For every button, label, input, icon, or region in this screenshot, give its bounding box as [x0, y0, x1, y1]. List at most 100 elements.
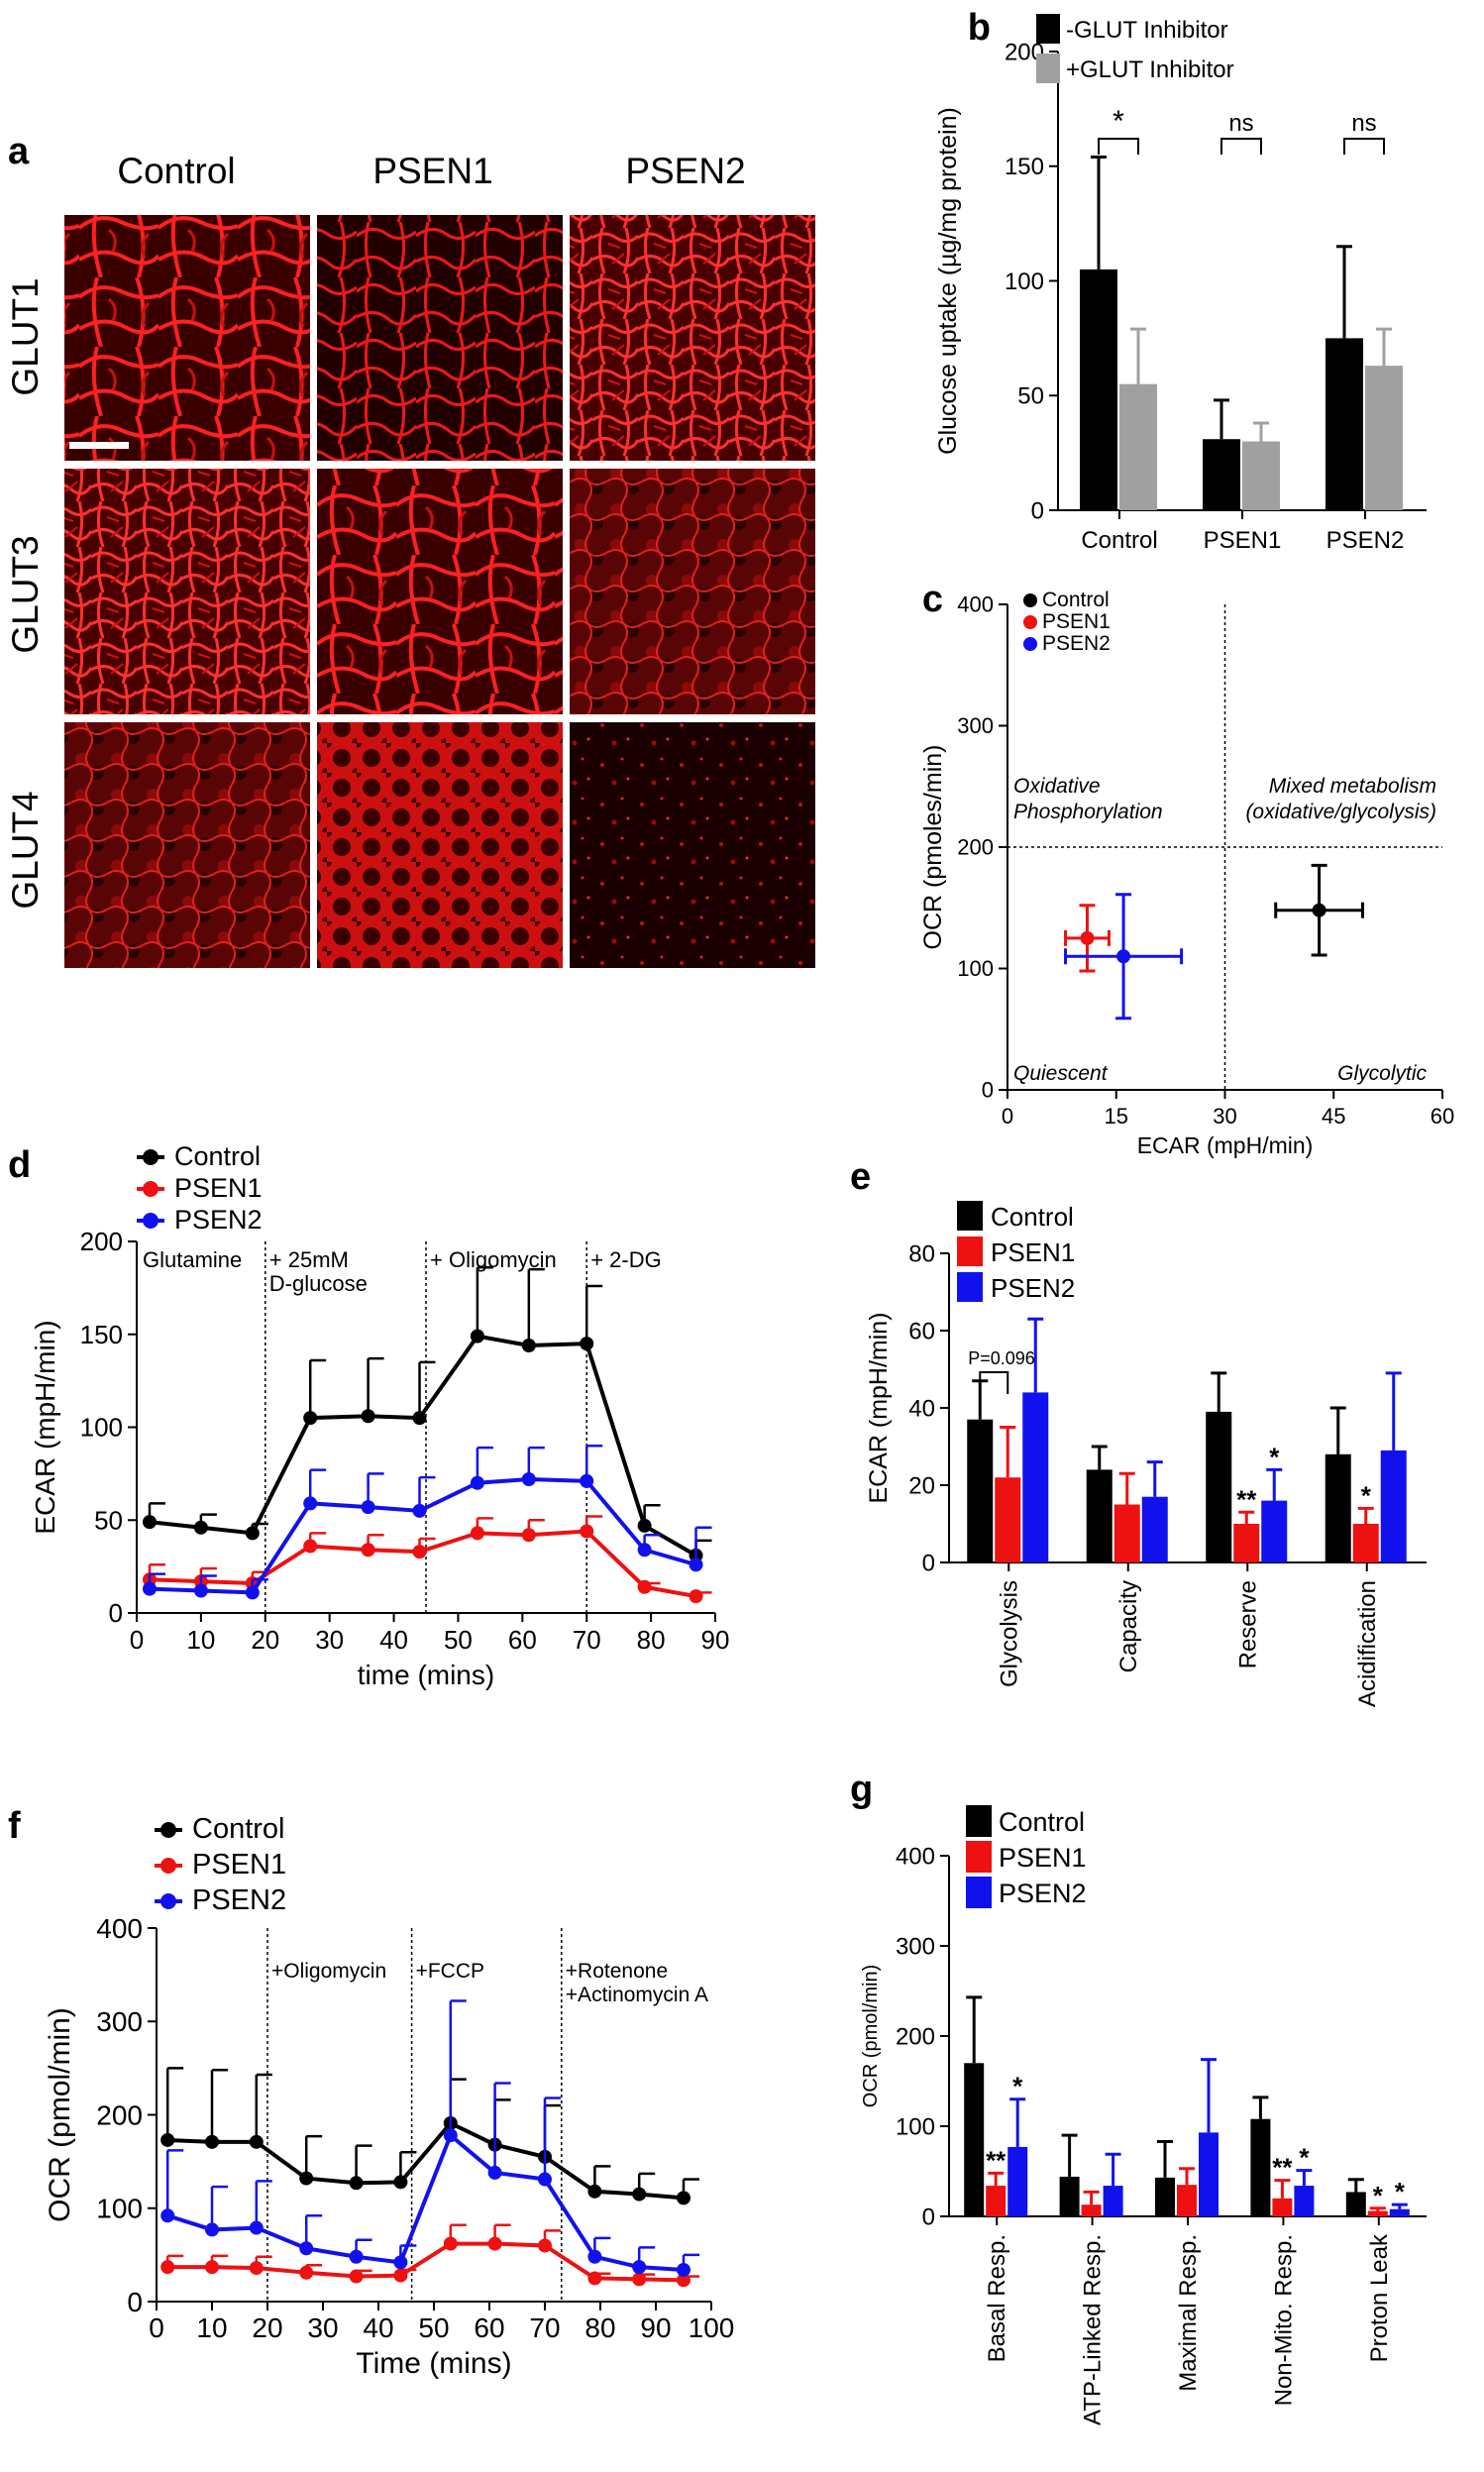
- data-point: [487, 2165, 502, 2180]
- bar: [1059, 2176, 1080, 2216]
- significance-star: *: [1361, 1480, 1372, 1510]
- col-header-control: Control: [117, 151, 235, 191]
- micrograph-glut1-psen2: [570, 215, 815, 461]
- row-header-glut1: GLUT1: [5, 277, 46, 395]
- event-label: +Oligomycin: [271, 1960, 386, 1983]
- bar: [1250, 2118, 1271, 2216]
- data-point: [205, 2260, 219, 2275]
- micrograph-glut1-control: [64, 215, 310, 461]
- bar: [1113, 1504, 1140, 1562]
- quadrant-label: Glycolytic: [1337, 1062, 1427, 1085]
- y-tick-label: 20: [908, 1472, 935, 1499]
- data-point: [361, 1543, 375, 1558]
- x-tick-label: 20: [252, 2312, 282, 2343]
- legend-swatch: [957, 1201, 983, 1231]
- bar: [1233, 1524, 1260, 1562]
- y-tick-label: 0: [922, 2203, 935, 2230]
- x-tick-label: 70: [573, 1625, 601, 1655]
- data-point: [538, 2172, 552, 2187]
- data-point: [580, 1337, 594, 1351]
- y-tick-label: 200: [80, 1227, 123, 1256]
- row-header-glut4: GLUT4: [5, 791, 46, 909]
- bar: [1389, 2208, 1410, 2216]
- data-point: [632, 2187, 647, 2202]
- bar: [1199, 2132, 1219, 2216]
- bar: [1367, 2210, 1388, 2216]
- legend-label: Control: [1042, 589, 1110, 611]
- panel-a: a Control PSEN1 PSEN2 GLUT1 GLUT3 GLUT4: [5, 131, 815, 968]
- data-point: [587, 2184, 602, 2199]
- y-tick-label: 400: [957, 592, 994, 617]
- data-point: [470, 1329, 484, 1343]
- legend-label: -GLUT Inhibitor: [1066, 17, 1228, 44]
- y-axis-title: ECAR (mpH/min): [865, 1312, 893, 1503]
- data-point: [193, 1520, 208, 1535]
- bar: [1086, 1469, 1113, 1562]
- y-tick-label: 100: [80, 1413, 123, 1443]
- event-label: Glutamine: [143, 1247, 242, 1272]
- significance-bracket: [1343, 138, 1385, 155]
- data-point: [1080, 930, 1095, 945]
- legend-swatch: [966, 1805, 992, 1837]
- legend-label: PSEN1: [192, 1849, 286, 1881]
- scale-bar: [69, 442, 129, 449]
- x-tick-label: 30: [307, 2312, 338, 2343]
- data-point: [412, 1545, 427, 1559]
- bar: [1325, 1453, 1351, 1562]
- x-tick-label: 20: [251, 1625, 279, 1655]
- significance-star: *: [1395, 2177, 1406, 2206]
- data-point: [349, 2249, 364, 2264]
- legend-marker: [1023, 615, 1037, 629]
- legend-swatch: [966, 1877, 992, 1908]
- data-point: [487, 2236, 502, 2251]
- event-label: + 25mM: [269, 1247, 349, 1272]
- col-header-psen2: PSEN2: [625, 151, 745, 191]
- legend-marker: [160, 1858, 176, 1874]
- bar: [986, 2186, 1007, 2216]
- bar: [1155, 2177, 1175, 2216]
- data-point: [632, 2272, 647, 2287]
- x-axis-title: Time (mins): [356, 2347, 511, 2380]
- data-point: [160, 2132, 175, 2147]
- significance-star: *: [1373, 2181, 1384, 2210]
- event-label: D-glucose: [269, 1271, 368, 1296]
- series-line: [149, 1334, 697, 1558]
- data-point: [580, 1473, 594, 1488]
- legend-marker: [160, 1822, 176, 1838]
- micrograph-glut3-psen1: [317, 469, 563, 714]
- x-tick-label: Glycolysis: [996, 1580, 1022, 1687]
- panel-label-c: c: [922, 579, 943, 620]
- y-axis-title: OCR (pmol/min): [860, 1965, 882, 2107]
- panel-label-d: d: [8, 1144, 31, 1186]
- x-tick-label: Control: [1081, 527, 1157, 554]
- col-header-psen1: PSEN1: [372, 151, 492, 191]
- x-tick-label: 10: [196, 2312, 227, 2343]
- legend-label: PSEN2: [999, 1879, 1087, 1908]
- significance-bracket: [1220, 138, 1262, 155]
- legend-label: Control: [192, 1813, 285, 1845]
- data-point: [587, 2271, 602, 2286]
- data-point: [632, 2260, 647, 2275]
- x-tick-label: Non-Mito. Resp.: [1270, 2234, 1297, 2406]
- data-point: [1116, 949, 1131, 964]
- quadrant-label: Oxidative: [1013, 775, 1101, 798]
- significance-label: ns: [1351, 110, 1376, 137]
- data-point: [677, 2262, 690, 2277]
- legend-marker: [143, 1181, 159, 1197]
- panel-label-f: f: [8, 1805, 21, 1847]
- micrograph-glut4-control: [64, 722, 310, 968]
- x-tick-label: 50: [444, 1625, 473, 1655]
- y-tick-label: 100: [957, 956, 994, 981]
- quadrant-label: (oxidative/glycolysis): [1245, 801, 1436, 823]
- y-tick-label: 50: [1017, 383, 1044, 410]
- y-tick-label: 400: [96, 1913, 143, 1944]
- data-point: [521, 1528, 536, 1543]
- bar: [1080, 269, 1117, 510]
- data-point: [470, 1475, 484, 1490]
- legend-label: PSEN2: [192, 1884, 286, 1916]
- bar: [967, 1419, 994, 1562]
- x-axis-title: time (mins): [358, 1660, 494, 1690]
- data-point: [303, 1411, 318, 1426]
- y-axis-title: OCR (pmoles/min): [919, 745, 947, 950]
- series-line: [149, 1476, 697, 1595]
